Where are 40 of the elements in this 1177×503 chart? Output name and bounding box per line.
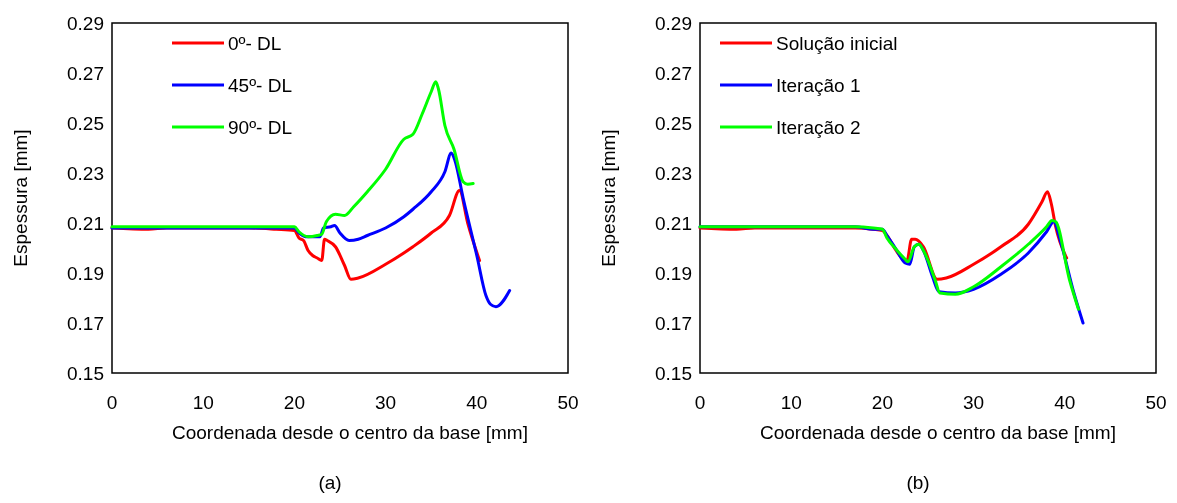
y-tick-label: 0.23	[655, 162, 692, 184]
x-tick-label: 30	[963, 392, 985, 413]
legend-label: 90º- DL	[228, 116, 292, 138]
y-tick-label: 0.27	[655, 62, 692, 84]
y-axis-title: Espessura [mm]	[10, 129, 31, 267]
x-tick-label: 20	[871, 392, 893, 413]
y-tick-label: 0.17	[655, 312, 692, 334]
x-tick-label: 20	[283, 392, 305, 413]
y-tick-label: 0.19	[655, 262, 692, 284]
legend-label: 45º- DL	[228, 74, 292, 96]
y-tick-label: 0.29	[655, 12, 692, 34]
y-tick-label: 0.25	[67, 112, 104, 134]
x-tick-label: 0	[106, 392, 118, 413]
legend-label: Iteração 1	[776, 74, 861, 96]
y-axis-title: Espessura [mm]	[598, 129, 619, 267]
y-tick-label: 0.15	[655, 362, 692, 384]
legend-label: Iteração 2	[776, 116, 861, 138]
x-axis-title: Coordenada desde o centro da base [mm]	[760, 422, 1116, 443]
legend-label: 0º- DL	[228, 32, 282, 54]
y-tick-label: 0.25	[655, 112, 692, 134]
x-tick-label: 40	[466, 392, 488, 413]
y-tick-label: 0.19	[67, 262, 104, 284]
x-tick-label: 10	[192, 392, 214, 413]
y-tick-label: 0.29	[67, 12, 104, 34]
y-tick-label: 0.15	[67, 362, 104, 384]
y-tick-label: 0.17	[67, 312, 104, 334]
y-tick-label: 0.23	[67, 162, 104, 184]
x-axis-title: Coordenada desde o centro da base [mm]	[172, 422, 528, 443]
x-tick-label: 0	[694, 392, 706, 413]
text: (a)	[318, 472, 342, 493]
x-tick-label: 30	[375, 392, 397, 413]
x-tick-label: 50	[1145, 392, 1167, 413]
text: (b)	[906, 472, 930, 493]
x-tick-label: 40	[1054, 392, 1076, 413]
legend-label: Solução inicial	[776, 32, 898, 54]
y-tick-label: 0.21	[67, 212, 104, 234]
y-tick-label: 0.21	[655, 212, 692, 234]
y-tick-label: 0.27	[67, 62, 104, 84]
x-tick-label: 10	[780, 392, 802, 413]
x-tick-label: 50	[557, 392, 579, 413]
